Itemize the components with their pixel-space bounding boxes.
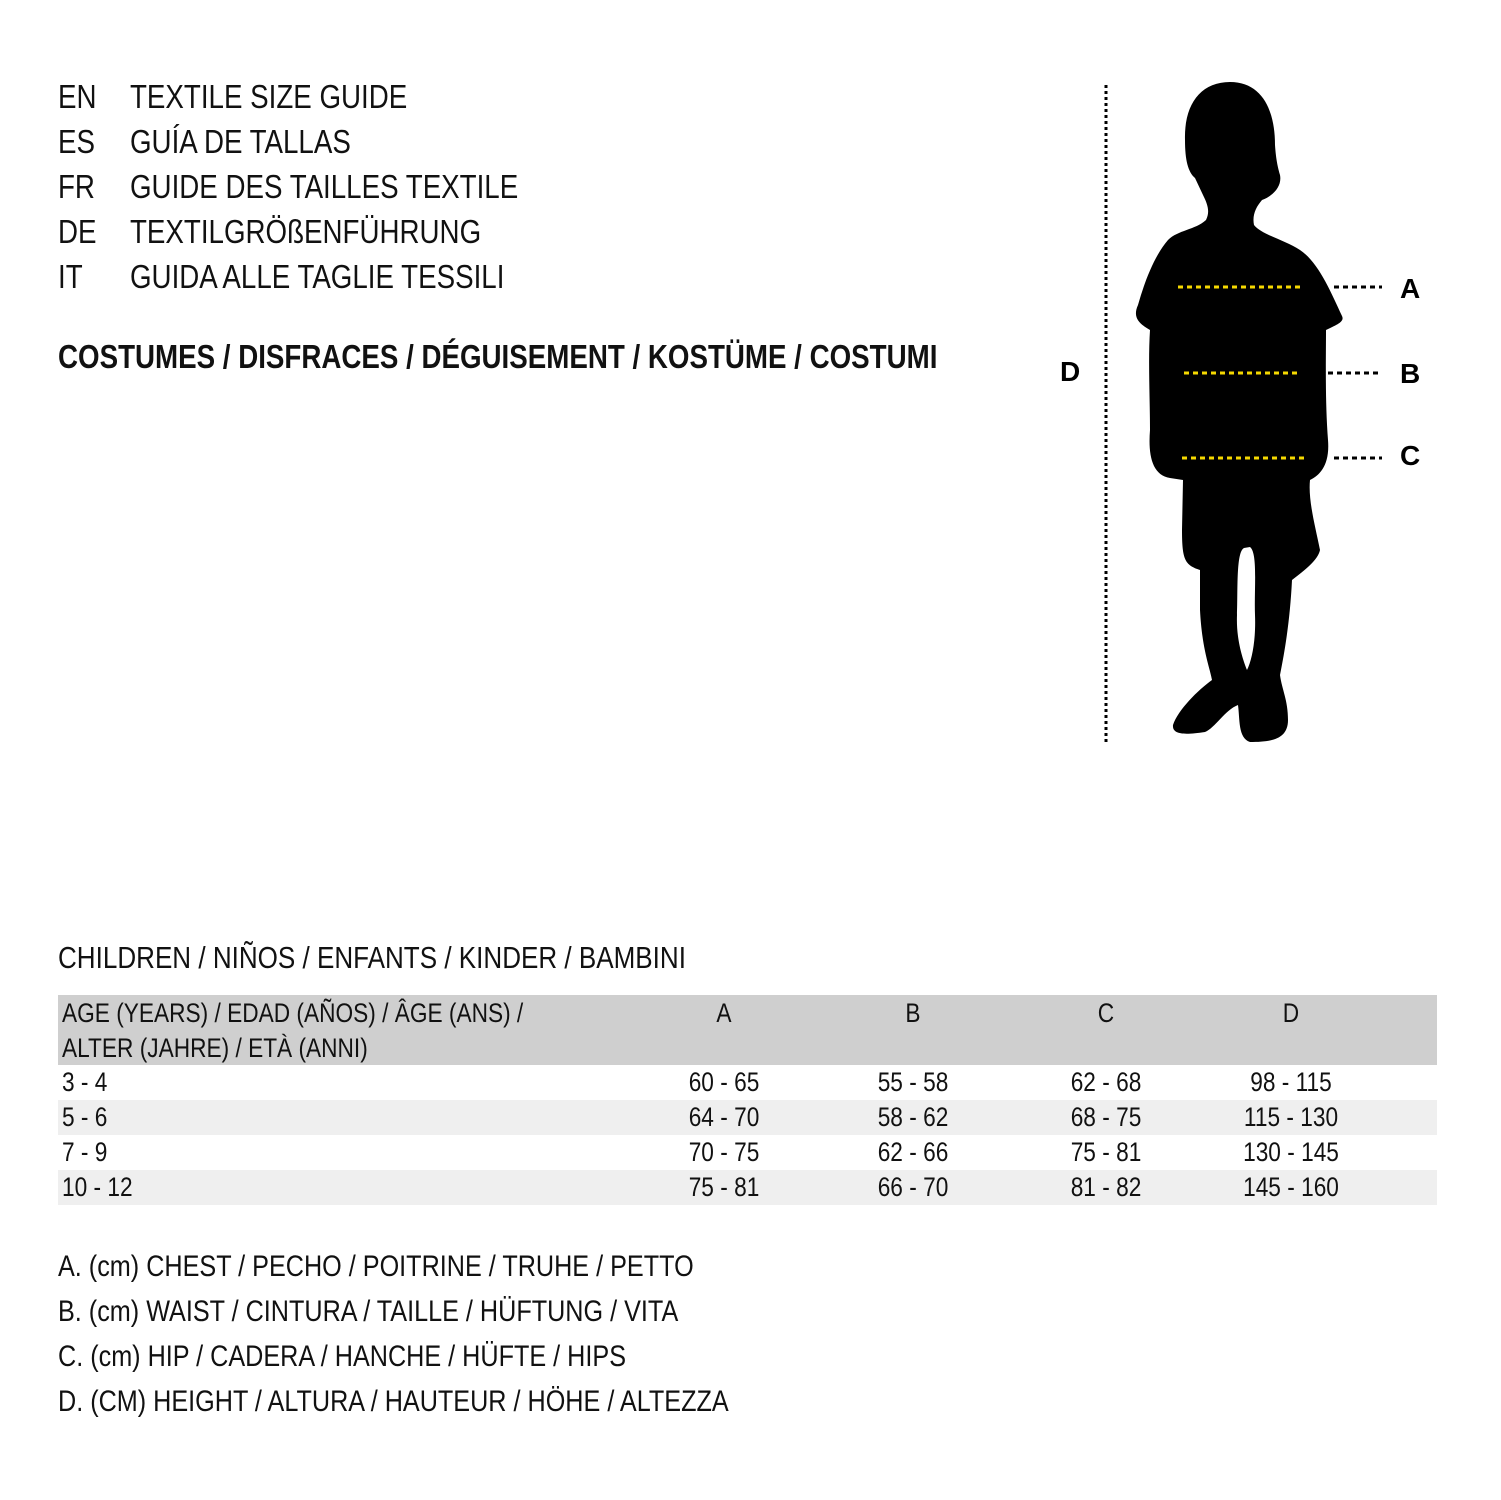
measurement-cell: 62 - 68 [1070, 1067, 1142, 1097]
label-c: C [1400, 440, 1420, 471]
lang-code: ES [58, 123, 95, 160]
header-c: C [1097, 998, 1115, 1028]
lang-code: FR [58, 168, 95, 205]
title-text: GUÍA DE TALLAS [130, 123, 351, 160]
label-a: A [1400, 273, 1420, 304]
legend-text: A. (cm) CHEST / PECHO / POITRINE / TRUHE… [58, 1250, 694, 1283]
label-d: D [1060, 356, 1080, 387]
measurement-cell: 68 - 75 [1070, 1102, 1142, 1132]
measurement-cell: 81 - 82 [1070, 1172, 1142, 1202]
age-cell: 7 - 9 [62, 1137, 108, 1167]
age-cell: 3 - 4 [62, 1067, 108, 1097]
measurement-cell: 64 - 70 [688, 1102, 760, 1132]
legend-c: C. (cm) HIP / CADERA / HANCHE / HÜFTE / … [58, 1340, 734, 1374]
header-age-line2: ALTER (JAHRE) / ETÀ (ANNI) [62, 1033, 368, 1063]
measurement-cell: 75 - 81 [1070, 1137, 1142, 1167]
measurement-cell: 145 - 160 [1243, 1172, 1339, 1202]
measurement-cell: 115 - 130 [1243, 1102, 1339, 1132]
table-row: 10 - 12 75 - 81 66 - 70 81 - 82 145 - 160 [58, 1170, 1437, 1205]
lang-code: IT [58, 258, 83, 295]
header-a: A [716, 998, 732, 1028]
title-text: GUIDA ALLE TAGLIE TESSILI [130, 258, 505, 295]
caption-text: CHILDREN / NIÑOS / ENFANTS / KINDER / BA… [58, 940, 686, 975]
title-it: IT GUIDA ALLE TAGLIE TESSILI [58, 258, 504, 296]
title-text: GUIDE DES TAILLES TEXTILE [130, 168, 519, 205]
category-text: COSTUMES / DISFRACES / DÉGUISEMENT / KOS… [58, 338, 938, 375]
size-table: AGE (YEARS) / EDAD (AÑOS) / ÂGE (ANS) / … [58, 995, 1437, 1205]
child-silhouette-figure: A B C D [1060, 82, 1420, 742]
table-header: AGE (YEARS) / EDAD (AÑOS) / ÂGE (ANS) / … [58, 995, 1437, 1065]
title-text: TEXTILE SIZE GUIDE [130, 78, 408, 115]
age-cell: 10 - 12 [62, 1172, 133, 1202]
leg-gap [1236, 547, 1256, 670]
category-heading: COSTUMES / DISFRACES / DÉGUISEMENT / KOS… [58, 338, 1105, 376]
measurement-cell: 98 - 115 [1250, 1067, 1332, 1097]
legend-b: B. (cm) WAIST / CINTURA / TAILLE / HÜFTU… [58, 1295, 796, 1329]
header-b: B [905, 998, 921, 1028]
table-caption: CHILDREN / NIÑOS / ENFANTS / KINDER / BA… [58, 940, 806, 976]
table-row: 3 - 4 60 - 65 55 - 58 62 - 68 98 - 115 [58, 1065, 1437, 1100]
measurement-cell: 60 - 65 [688, 1067, 760, 1097]
table-row: 7 - 9 70 - 75 62 - 66 75 - 81 130 - 145 [58, 1135, 1437, 1170]
measurement-cell: 130 - 145 [1243, 1137, 1339, 1167]
title-en: EN TEXTILE SIZE GUIDE [58, 78, 407, 116]
lang-code: EN [58, 78, 97, 115]
measurement-cell: 75 - 81 [688, 1172, 760, 1202]
measurement-cell: 66 - 70 [877, 1172, 949, 1202]
lang-code: DE [58, 213, 97, 250]
table-row: 5 - 6 64 - 70 58 - 62 68 - 75 115 - 130 [58, 1100, 1437, 1135]
label-b: B [1400, 358, 1420, 389]
measurement-cell: 55 - 58 [877, 1067, 949, 1097]
legend-d: D. (CM) HEIGHT / ALTURA / HAUTEUR / HÖHE… [58, 1385, 856, 1419]
legend-text: D. (CM) HEIGHT / ALTURA / HAUTEUR / HÖHE… [58, 1385, 729, 1418]
title-de: DE TEXTILGRÖßENFÜHRUNG [58, 213, 481, 251]
measurement-cell: 62 - 66 [877, 1137, 949, 1167]
age-cell: 5 - 6 [62, 1102, 108, 1132]
title-es: ES GUÍA DE TALLAS [58, 123, 351, 161]
measurement-cell: 70 - 75 [688, 1137, 760, 1167]
header-age-line1: AGE (YEARS) / EDAD (AÑOS) / ÂGE (ANS) / [62, 998, 524, 1028]
legend-a: A. (cm) CHEST / PECHO / POITRINE / TRUHE… [58, 1250, 815, 1284]
header-d: D [1282, 998, 1300, 1028]
child-silhouette [1135, 82, 1343, 742]
measurement-guides [1178, 285, 1382, 460]
legend-text: B. (cm) WAIST / CINTURA / TAILLE / HÜFTU… [58, 1295, 679, 1328]
title-fr: FR GUIDE DES TAILLES TEXTILE [58, 168, 518, 206]
measurement-cell: 58 - 62 [877, 1102, 949, 1132]
legend-text: C. (cm) HIP / CADERA / HANCHE / HÜFTE / … [58, 1340, 626, 1373]
title-text: TEXTILGRÖßENFÜHRUNG [130, 213, 482, 250]
